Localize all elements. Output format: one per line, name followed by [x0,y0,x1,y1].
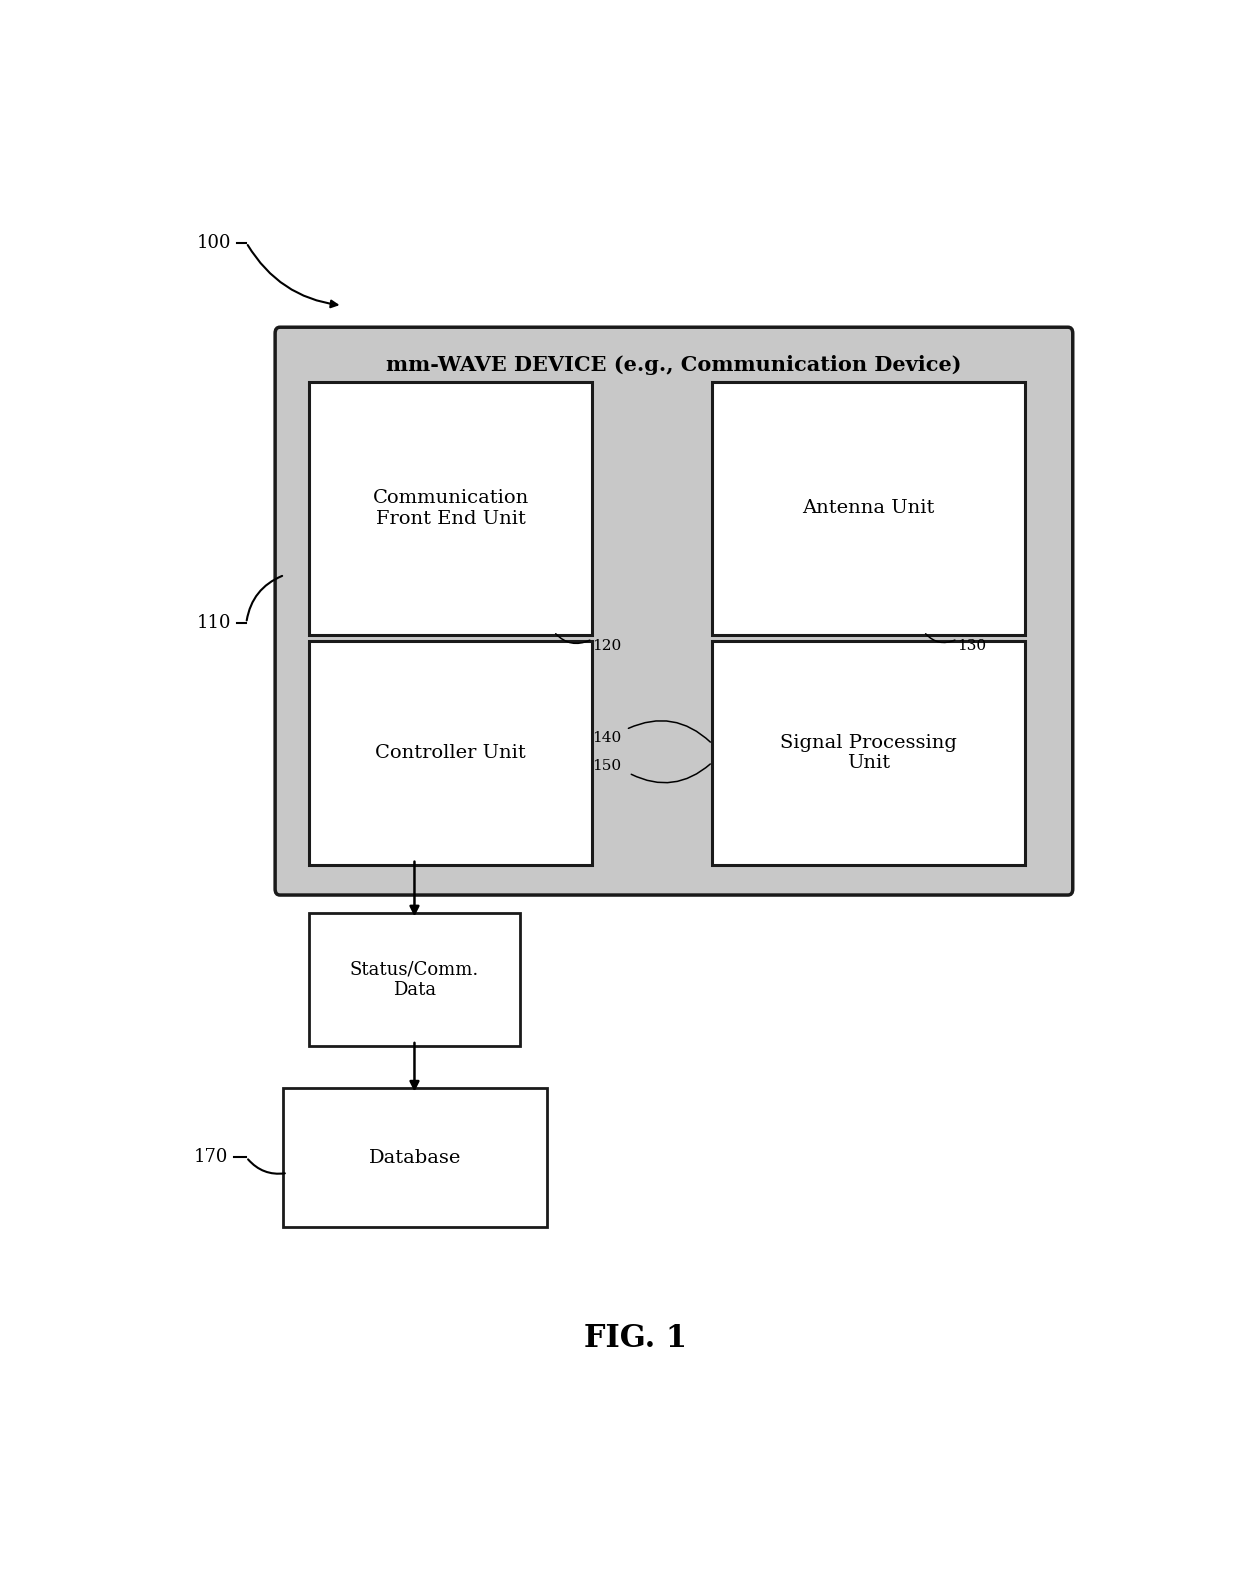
Text: mm-WAVE DEVICE (e.g., Communication Device): mm-WAVE DEVICE (e.g., Communication Devi… [386,355,962,375]
Text: 140: 140 [593,731,621,745]
Text: 150: 150 [593,759,621,774]
FancyBboxPatch shape [309,642,593,865]
Text: Controller Unit: Controller Unit [376,744,526,763]
Text: FIG. 1: FIG. 1 [584,1323,687,1354]
FancyBboxPatch shape [712,642,1024,865]
Text: Antenna Unit: Antenna Unit [802,499,935,518]
Text: Signal Processing
Unit: Signal Processing Unit [780,734,957,772]
Text: 130: 130 [957,639,987,653]
Text: 110: 110 [196,613,231,632]
Text: Database: Database [368,1149,461,1167]
FancyBboxPatch shape [309,913,521,1047]
Text: Communication
Front End Unit: Communication Front End Unit [372,490,528,527]
Text: 120: 120 [593,639,621,653]
Text: 170: 170 [193,1149,228,1166]
FancyBboxPatch shape [283,1089,547,1227]
FancyBboxPatch shape [309,381,593,635]
Text: 100: 100 [196,234,231,251]
FancyBboxPatch shape [275,328,1073,894]
FancyBboxPatch shape [712,381,1024,635]
Text: Status/Comm.
Data: Status/Comm. Data [350,960,479,999]
